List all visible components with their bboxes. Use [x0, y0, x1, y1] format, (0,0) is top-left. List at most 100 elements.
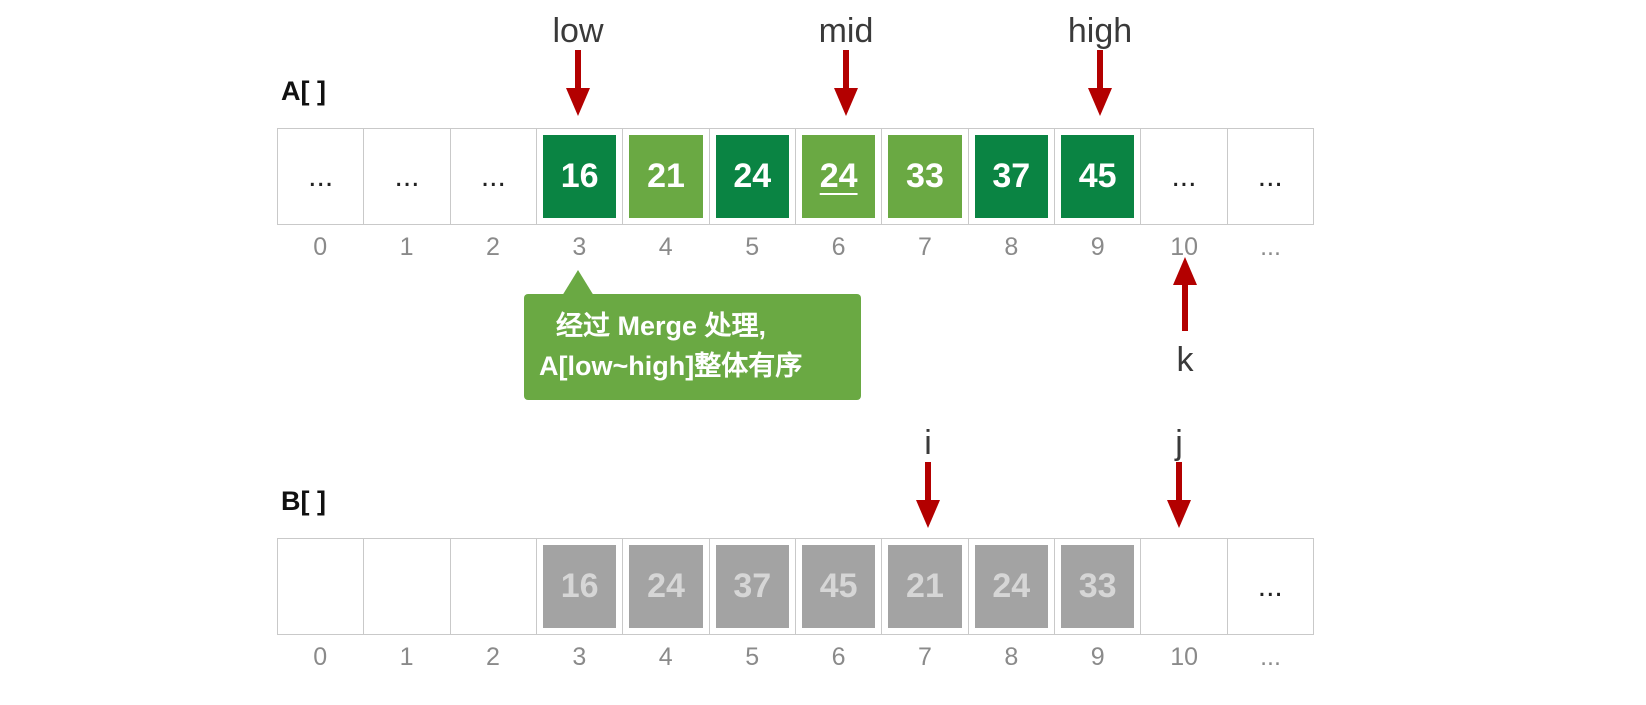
- pointer-low: low: [533, 14, 623, 118]
- array-b-cell-6: 45: [796, 539, 883, 634]
- merge-callout: 经过 Merge 处理, A[low~high]整体有序: [524, 270, 861, 400]
- array-a-cell-0: ...: [278, 129, 365, 224]
- array-a-index-label: 8: [1004, 233, 1019, 261]
- arrow-down-icon: [916, 462, 940, 528]
- callout-tip: [562, 270, 594, 296]
- array-b-cell-5: 37: [710, 539, 796, 634]
- array-a-cell-3: 16: [537, 129, 624, 224]
- array-b-cell-4: 24: [623, 539, 710, 634]
- pointer-i-label: i: [924, 424, 932, 462]
- array-b-row: 16 24 37 45 21 24 33...: [277, 538, 1314, 635]
- array-a-label: A[ ]: [281, 76, 326, 106]
- array-a-index-label: 5: [745, 233, 760, 261]
- array-b-index-label: 8: [1004, 643, 1019, 671]
- array-b-index-label: 4: [658, 643, 673, 671]
- array-b-cell-7: 21: [882, 539, 969, 634]
- array-b-value-box: 37: [715, 545, 789, 628]
- arrow-down-icon: [1167, 462, 1191, 528]
- pointer-high-label: high: [1067, 12, 1133, 50]
- array-a-value-box: 21: [629, 135, 703, 218]
- array-b-indices: 0 1 2 3 4 5 6 7 8 9 10...: [277, 643, 1314, 672]
- array-b-index-label: 5: [745, 643, 760, 671]
- array-b-value: 21: [906, 567, 944, 605]
- array-a-value: 45: [1078, 157, 1117, 195]
- arrow-down-icon: [1088, 50, 1112, 116]
- array-b-index-label: ...: [1260, 643, 1281, 671]
- array-a-cell-ellipsis: ...: [308, 159, 334, 193]
- arrow-down-icon: [834, 50, 858, 116]
- array-b-value-box: 45: [801, 545, 876, 628]
- array-b-value: 24: [647, 567, 685, 605]
- array-b-value: 33: [1078, 567, 1117, 605]
- array-b-cell-3: 16: [537, 539, 624, 634]
- array-a-value-box: 45: [1060, 135, 1135, 218]
- array-a-cell-ellipsis: ...: [480, 159, 506, 193]
- array-a-row: ......... 16 21 24 24 33 37 45......: [277, 128, 1314, 225]
- array-a-cell-5: 24: [710, 129, 796, 224]
- array-b-value-box: 24: [974, 545, 1048, 628]
- array-a-cell-ellipsis: ...: [394, 159, 420, 193]
- pointer-i: i: [883, 426, 973, 530]
- array-b-value-box: 33: [1060, 545, 1135, 628]
- array-a-cell-ellipsis: ...: [1257, 159, 1283, 193]
- array-b-cell-9: 33: [1055, 539, 1142, 634]
- array-a-value-box: 37: [974, 135, 1048, 218]
- array-a-index-label: 9: [1090, 233, 1105, 261]
- array-a-cell-7: 33: [882, 129, 969, 224]
- array-a-value: 24: [819, 157, 858, 195]
- array-a-index-label: 7: [917, 233, 932, 261]
- array-a-cell-10: ...: [1141, 129, 1228, 224]
- array-a-cell-9: 45: [1055, 129, 1142, 224]
- array-a-index-label: 4: [658, 233, 673, 261]
- pointer-high: high: [1055, 14, 1145, 118]
- pointer-low-label: low: [552, 12, 604, 50]
- array-a-value: 37: [992, 157, 1031, 195]
- array-a-cell-1: ...: [364, 129, 451, 224]
- array-a-index-label: 10: [1170, 233, 1198, 261]
- array-b-cell-10: [1141, 539, 1228, 634]
- array-a-index-label: 6: [831, 233, 846, 261]
- array-b-index-label: 3: [572, 643, 587, 671]
- array-a-cell-11: ...: [1228, 129, 1314, 224]
- array-b-value: 37: [733, 567, 772, 605]
- array-b-label: B[ ]: [281, 486, 326, 516]
- array-b-cell-1: [364, 539, 451, 634]
- array-a-index-label: 2: [486, 233, 500, 261]
- array-b-index-label: 2: [486, 643, 500, 671]
- array-a-value: 24: [733, 157, 772, 195]
- array-a-cell-2: ...: [451, 129, 537, 224]
- array-b-value-box: 16: [542, 545, 617, 628]
- array-b-cell-0: [278, 539, 365, 634]
- array-b-cell-8: 24: [969, 539, 1055, 634]
- array-b-index-label: 6: [831, 643, 846, 671]
- array-b-value: 45: [819, 567, 858, 605]
- array-a-value-box: 24: [715, 135, 789, 218]
- array-b-value: 24: [992, 567, 1031, 605]
- pointer-mid-label: mid: [818, 12, 874, 50]
- array-a-index-label: 0: [313, 233, 328, 261]
- array-a-cell-6: 24: [796, 129, 883, 224]
- pointer-j: j: [1134, 426, 1224, 530]
- array-b-index-label: 1: [399, 643, 414, 671]
- array-b-index-label: 0: [313, 643, 328, 671]
- array-a-index-label: 3: [572, 233, 587, 261]
- array-a-index-label: ...: [1260, 233, 1281, 261]
- array-a-value: 16: [560, 157, 599, 195]
- array-b-index-label: 7: [917, 643, 932, 671]
- array-a-cell-8: 37: [969, 129, 1055, 224]
- arrow-up-icon: [1173, 257, 1197, 331]
- array-b-index-label: 9: [1090, 643, 1105, 671]
- callout-line-2: A[low~high]整体有序: [539, 351, 803, 381]
- array-b-value-box: 24: [629, 545, 703, 628]
- array-a-cell-4: 21: [623, 129, 710, 224]
- pointer-mid: mid: [801, 14, 891, 118]
- array-b-value-box: 21: [888, 545, 962, 628]
- array-b-value: 16: [560, 567, 599, 605]
- array-b-index-label: 10: [1170, 643, 1198, 671]
- array-b-cell-11: ...: [1228, 539, 1314, 634]
- array-a-value-box: 24: [801, 135, 876, 218]
- array-a-index-label: 1: [399, 233, 414, 261]
- array-a-indices: 0 1 2 3 4 5 6 7 8 9 10...: [277, 233, 1314, 262]
- pointer-k-label: k: [1176, 341, 1194, 379]
- array-b-cell-ellipsis: ...: [1257, 569, 1283, 603]
